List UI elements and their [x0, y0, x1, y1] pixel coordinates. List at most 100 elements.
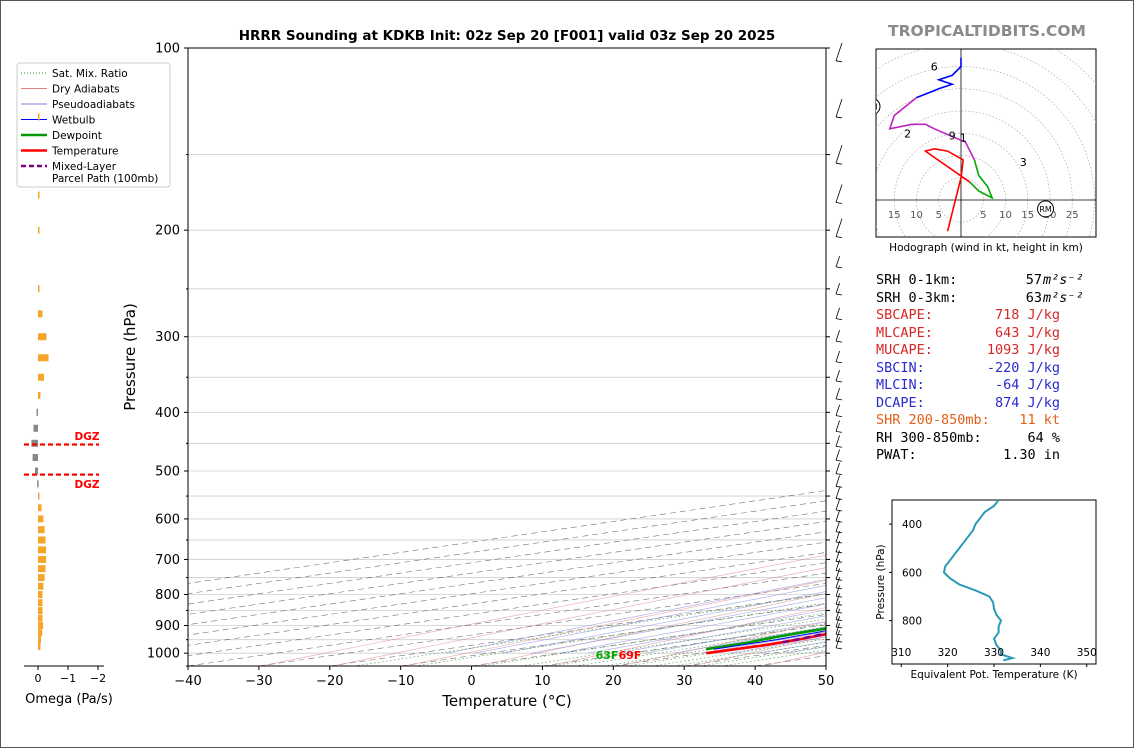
- omega-bar: [38, 643, 41, 651]
- pseudoadiabat-line: [531, 597, 826, 654]
- wind-barb: [835, 520, 840, 532]
- omega-bar: [38, 629, 43, 637]
- omega-bar: [38, 354, 49, 362]
- wind-barb: [835, 540, 840, 552]
- wind-barb-flag: [835, 293, 843, 296]
- omega-bar: [38, 606, 43, 614]
- skewt-axes-frame: [187, 47, 827, 667]
- omega-tick-label: −1: [60, 672, 76, 685]
- mixing-ratio-line: [575, 626, 826, 666]
- theta-e-ylabel: Pressure (hPa): [875, 544, 887, 619]
- wind-barb: [835, 636, 840, 648]
- wind-barb-flag: [835, 202, 843, 204]
- omega-tick-label: 0: [35, 672, 42, 685]
- theta-e-y-tick-label: 600: [902, 567, 922, 579]
- omega-bar: [38, 546, 47, 554]
- mixing-ratio-line: [652, 638, 826, 666]
- parameter-row: SBCIN: -220 J/kg: [876, 360, 1096, 378]
- hodograph-ring-label: 15: [888, 210, 901, 221]
- wind-barb: [835, 585, 840, 597]
- parameter-label: MUCAPE:: [876, 342, 933, 358]
- isotherm-line: [188, 510, 826, 605]
- theta-e-ticks: 310 320 330 340 350 400 600 800: [889, 519, 1097, 667]
- parameter-label: SRH 0-1km:: [876, 272, 958, 288]
- pseudoadiabat-line: [474, 585, 826, 654]
- wind-barb-flag: [835, 361, 843, 364]
- omega-bar: [31, 439, 38, 447]
- wind-barb-flag: [835, 459, 843, 462]
- skewt-xlabel: Temperature (°C): [441, 692, 571, 710]
- parameter-value: 63: [1025, 289, 1042, 306]
- parameter-row: DCAPE: 874 J/kg: [876, 395, 1096, 413]
- surface-dewpoint-label: 63F: [596, 649, 619, 662]
- omega-bar: [38, 555, 47, 563]
- sounding-parameters: SRH 0-1km: 57 m²s⁻² SRH 0-3km: 63 m²s⁻² SBCAPE…: [876, 272, 1096, 465]
- parameter-label: PWAT:: [876, 447, 917, 463]
- legend-label: Sat. Mix. Ratio: [52, 68, 128, 80]
- omega-bar: [36, 408, 38, 416]
- wind-barb-flag: [835, 266, 843, 269]
- dry-adiabat-line: [260, 554, 826, 666]
- mixing-ratio-line: [521, 618, 826, 666]
- theta-e-x-tick-label: 320: [938, 647, 958, 659]
- omega-bar: [38, 504, 42, 512]
- hodograph-ring-label: 15: [1021, 210, 1034, 221]
- parameter-value: -64 J/kg: [994, 377, 1060, 393]
- wind-barb-flag: [835, 473, 843, 476]
- y-tick-label: 1000: [147, 647, 180, 662]
- theta-e-x-tick-label: 330: [984, 647, 1004, 659]
- omega-bar: [38, 599, 43, 607]
- parameter-label: MLCIN:: [876, 377, 925, 393]
- wind-barb: [835, 576, 840, 589]
- wind-barb: [835, 630, 840, 642]
- hodograph-height-label: 2: [904, 127, 911, 140]
- dgz-label-bottom: DGZ: [75, 479, 100, 491]
- wind-barb: [835, 145, 843, 164]
- dry-adiabat-line: [547, 607, 826, 666]
- hodograph-segment: [888, 96, 976, 161]
- storm-motion-marker: [876, 99, 881, 115]
- y-tick-label: 400: [155, 406, 180, 421]
- hodograph-ring-label: 5: [980, 210, 986, 221]
- y-tick-label: 500: [155, 465, 180, 480]
- parameter-unit: m²s⁻²: [1043, 289, 1084, 306]
- omega-bar: [35, 467, 38, 475]
- x-tick-label: −10: [387, 674, 414, 689]
- parameter-row: SRH 0-1km: 57 m²s⁻²: [876, 272, 1096, 290]
- y-tick-label: 600: [155, 512, 180, 527]
- omega-bar: [38, 591, 43, 599]
- wind-barb-flag: [835, 595, 843, 598]
- parameter-value: -220 J/kg: [986, 359, 1060, 376]
- hodograph-ring-label: 10: [999, 210, 1012, 221]
- wind-barb: [835, 283, 840, 295]
- parameter-label: SBCIN:: [876, 359, 925, 376]
- parameter-value: 64 %: [1027, 429, 1060, 446]
- legend-label: Wetbulb: [52, 115, 96, 127]
- wind-barb-flag: [835, 415, 843, 418]
- legend-label: Dry Adiabats: [52, 84, 120, 96]
- omega-bar: [38, 574, 45, 582]
- wind-barb-flag: [835, 398, 843, 401]
- y-tick-label: 900: [155, 619, 180, 634]
- legend-label: Temperature: [51, 146, 119, 158]
- wind-barb: [835, 616, 840, 628]
- omega-bar: [38, 536, 46, 544]
- wind-barbs: [826, 42, 843, 654]
- skewt-ylabel: Pressure (hPa): [121, 303, 139, 411]
- parameter-label: DCAPE:: [876, 394, 925, 411]
- isotherm-line: [188, 541, 826, 636]
- wind-barb: [835, 608, 840, 620]
- wind-barb: [835, 531, 840, 543]
- wind-barb-flag: [835, 445, 843, 448]
- parameter-value: 57: [1025, 272, 1042, 288]
- mixing-ratio-line: [551, 623, 826, 666]
- omega-bar: [38, 113, 40, 121]
- isotherm-line: [188, 490, 826, 584]
- parameter-row: MUCAPE: 1093 J/kg: [876, 342, 1096, 360]
- omega-bar: [38, 515, 44, 523]
- skewt-ticks: −40 −30 −20 −10 0 10 20 30 40 50 100 200 300 400 500 60…: [147, 42, 834, 690]
- wind-barb: [835, 255, 840, 268]
- wind-barb: [835, 42, 843, 61]
- x-tick-label: 10: [534, 674, 551, 689]
